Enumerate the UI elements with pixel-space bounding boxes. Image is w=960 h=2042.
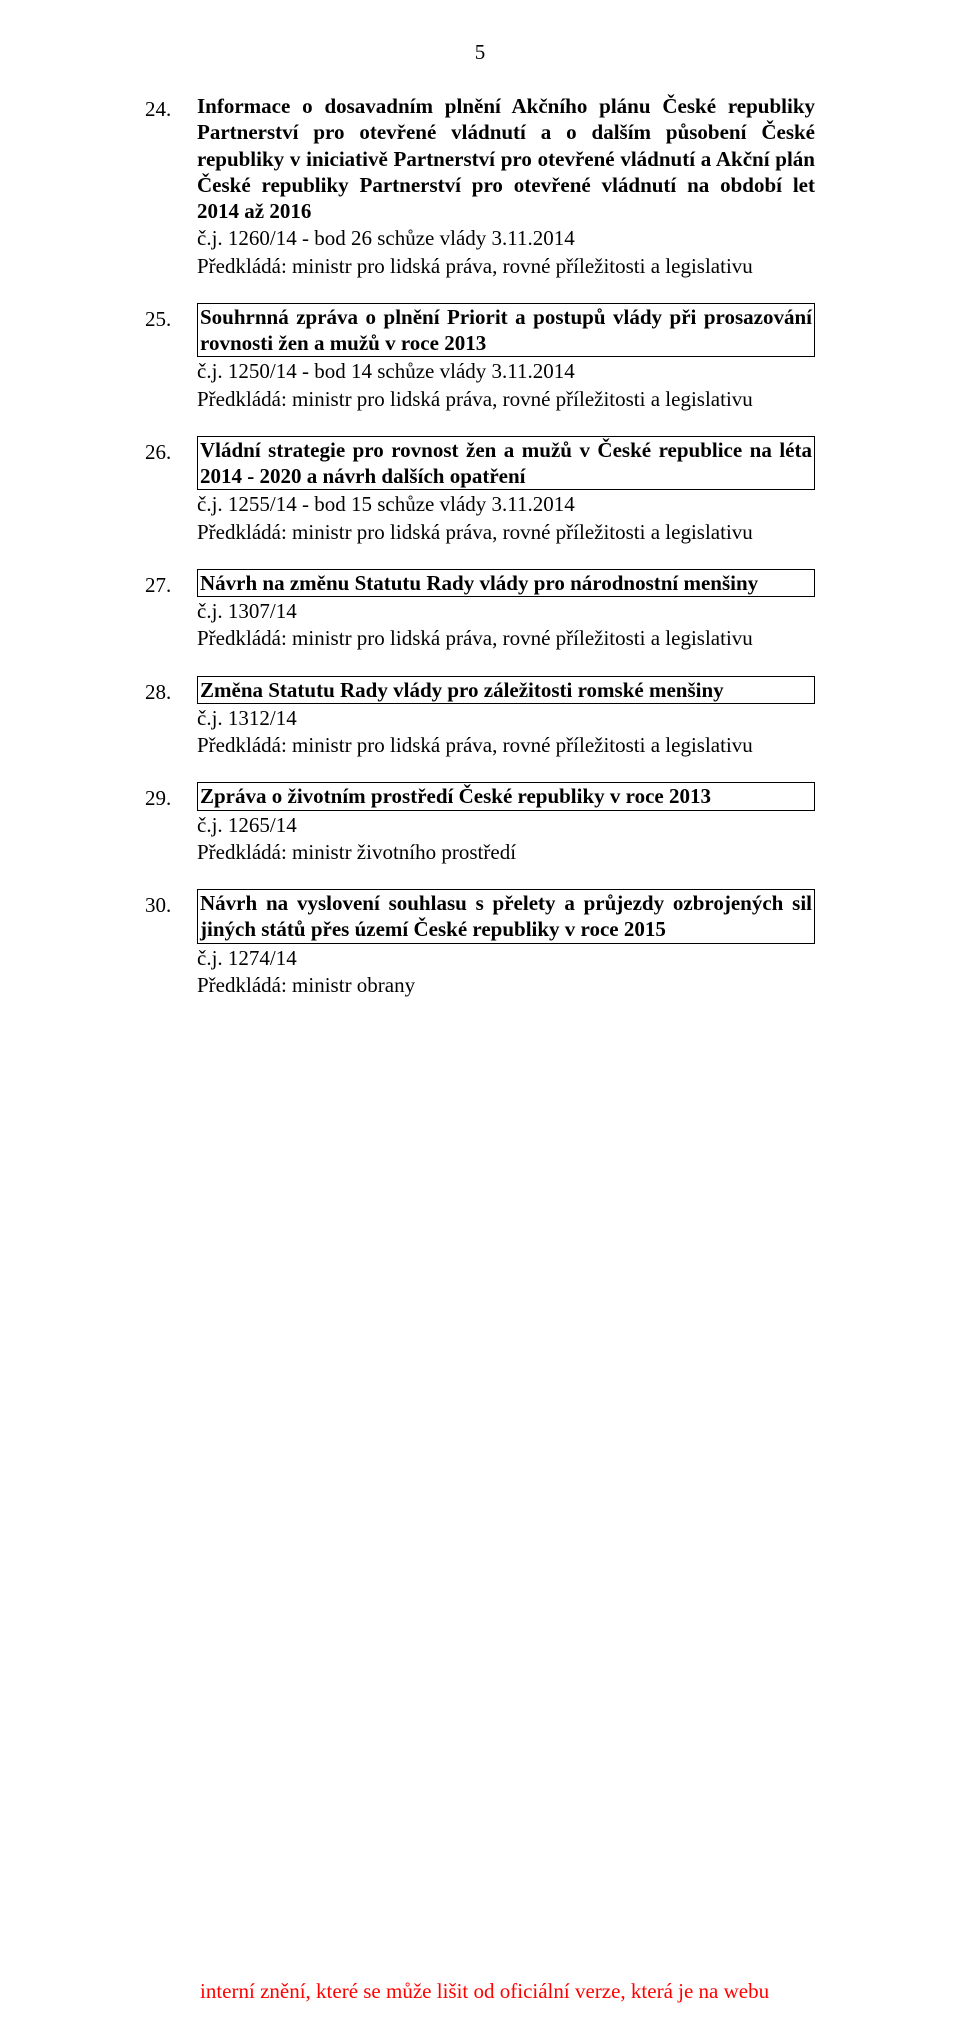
item-submitter: Předkládá: ministr pro lidská práva, rov…: [197, 253, 815, 279]
list-item: 29.Zpráva o životním prostředí České rep…: [145, 782, 815, 865]
item-submitter: Předkládá: ministr obrany: [197, 972, 815, 998]
item-number: 28.: [145, 676, 197, 705]
item-number: 29.: [145, 782, 197, 811]
item-reference: č.j. 1274/14: [197, 945, 815, 971]
item-reference: č.j. 1255/14 - bod 15 schůze vlády 3.11.…: [197, 491, 815, 517]
item-reference: č.j. 1307/14: [197, 598, 815, 624]
item-number: 26.: [145, 436, 197, 465]
list-item: 28.Změna Statutu Rady vlády pro záležito…: [145, 676, 815, 759]
item-body: Vládní strategie pro rovnost žen a mužů …: [197, 436, 815, 545]
list-item: 24.Informace o dosavadním plnění Akčního…: [145, 93, 815, 279]
list-item: 30.Návrh na vyslovení souhlasu s přelety…: [145, 889, 815, 998]
item-body: Návrh na vyslovení souhlasu s přelety a …: [197, 889, 815, 998]
item-title: Informace o dosavadním plnění Akčního pl…: [197, 93, 815, 224]
item-reference: č.j. 1250/14 - bod 14 schůze vlády 3.11.…: [197, 358, 815, 384]
item-number: 30.: [145, 889, 197, 918]
item-submitter: Předkládá: ministr pro lidská práva, rov…: [197, 386, 815, 412]
page-number: 5: [145, 40, 815, 65]
item-number: 27.: [145, 569, 197, 598]
item-title: Souhrnná zpráva o plnění Priorit a postu…: [197, 303, 815, 358]
footer-note: interní znění, které se může lišit od of…: [200, 1979, 840, 2004]
list-item: 27.Návrh na změnu Statutu Rady vlády pro…: [145, 569, 815, 652]
item-reference: č.j. 1265/14: [197, 812, 815, 838]
item-body: Návrh na změnu Statutu Rady vlády pro ná…: [197, 569, 815, 652]
item-submitter: Předkládá: ministr životního prostředí: [197, 839, 815, 865]
item-body: Změna Statutu Rady vlády pro záležitosti…: [197, 676, 815, 759]
item-reference: č.j. 1312/14: [197, 705, 815, 731]
document-page: 5 24.Informace o dosavadním plnění Akční…: [0, 0, 960, 2042]
item-submitter: Předkládá: ministr pro lidská práva, rov…: [197, 519, 815, 545]
list-item: 26.Vládní strategie pro rovnost žen a mu…: [145, 436, 815, 545]
item-title: Zpráva o životním prostředí České republ…: [197, 782, 815, 810]
item-number: 25.: [145, 303, 197, 332]
items-list: 24.Informace o dosavadním plnění Akčního…: [145, 93, 815, 998]
list-item: 25.Souhrnná zpráva o plnění Priorit a po…: [145, 303, 815, 412]
item-body: Souhrnná zpráva o plnění Priorit a postu…: [197, 303, 815, 412]
item-title: Návrh na změnu Statutu Rady vlády pro ná…: [197, 569, 815, 597]
item-title: Změna Statutu Rady vlády pro záležitosti…: [197, 676, 815, 704]
item-title: Návrh na vyslovení souhlasu s přelety a …: [197, 889, 815, 944]
item-reference: č.j. 1260/14 - bod 26 schůze vlády 3.11.…: [197, 225, 815, 251]
item-number: 24.: [145, 93, 197, 122]
item-submitter: Předkládá: ministr pro lidská práva, rov…: [197, 625, 815, 651]
item-title: Vládní strategie pro rovnost žen a mužů …: [197, 436, 815, 491]
item-body: Informace o dosavadním plnění Akčního pl…: [197, 93, 815, 279]
item-body: Zpráva o životním prostředí České republ…: [197, 782, 815, 865]
item-submitter: Předkládá: ministr pro lidská práva, rov…: [197, 732, 815, 758]
